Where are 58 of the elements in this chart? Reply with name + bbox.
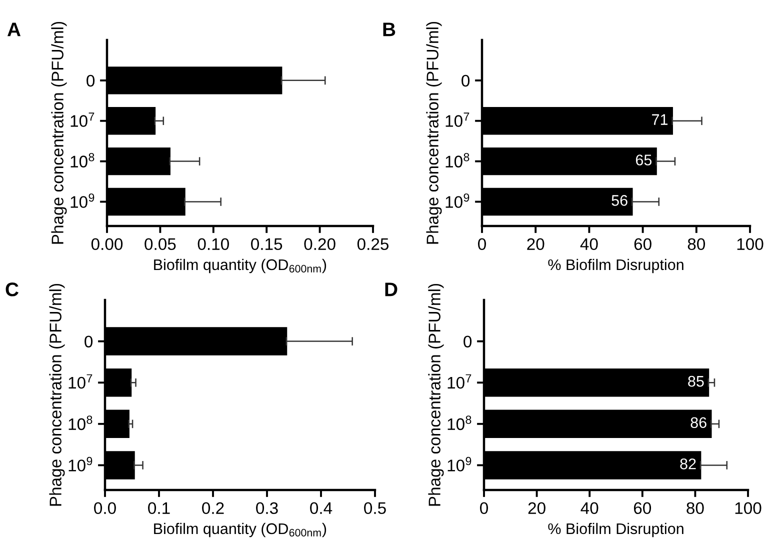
y-tick-label: 0 [86,74,95,87]
x-tick-label: 0 [478,238,486,250]
y-tick-label: 10$^{9}$ [448,456,472,472]
x-axis-title: Biofilm quantity (OD$_{600nm}$) [154,258,326,274]
y-tick-label: 0 [84,336,93,348]
x-tick-label: 60 [634,502,652,514]
x-tick-label: 0.3 [256,502,278,514]
data-label: 82 [680,458,696,470]
y-tick-label: 10$^{8}$ [68,416,92,430]
x-tick-label: 0.05 [144,238,176,250]
x-tick-label: 0.00 [91,238,123,250]
x-tick-label: 0.0 [94,502,116,514]
y-tick-label: 10$^{9}$ [446,193,470,208]
y-tick-label: 10$^{7}$ [70,112,94,127]
x-tick-label: 60 [634,238,652,250]
y-axis-title: Phage concentration (PFU/ml) [426,22,442,244]
y-tick-label: 10$^{9}$ [68,456,92,472]
x-tick-label: 80 [686,502,704,514]
y-tick-label: 0 [464,336,472,348]
chart-title: D [385,282,398,296]
x-tick-label: 0.2 [202,502,224,514]
x-tick-label: 40 [580,238,598,250]
y-tick-label: 10$^{8}$ [446,153,470,168]
x-tick-label: 0.5 [364,502,386,514]
data-label: 65 [636,154,652,166]
x-tick-label: 0.20 [304,238,336,250]
data-label: 71 [652,114,668,125]
x-tick-label: 0.4 [310,502,332,514]
x-axis-title: % Biofilm Disruption [548,258,684,274]
chart-title: A [7,22,21,36]
x-tick-label: 20 [528,502,546,514]
x-tick-label: 80 [688,238,706,250]
data-label: 56 [612,195,628,206]
x-tick-label: 0.15 [251,238,282,250]
chart-title: C [6,282,19,296]
chart-title: B [383,22,396,36]
y-tick-label: 10$^{8}$ [448,416,472,430]
data-label: 85 [688,376,704,387]
x-axis-title: Biofilm quantity (OD$_{600nm}$) [154,522,326,538]
data-label: 86 [690,417,706,428]
x-tick-label: 20 [527,238,544,250]
y-axis-title: Phage concentration (PFU/ml) [428,284,444,506]
x-tick-label: 0.1 [148,502,170,514]
x-tick-label: 100 [735,502,762,514]
y-tick-label: 10$^{8}$ [70,153,94,168]
x-tick-label: 0.25 [357,238,389,250]
y-axis-title: Phage concentration (PFU/ml) [51,22,67,244]
y-tick-label: 10$^{7}$ [446,112,470,127]
x-tick-label: 40 [580,502,598,514]
y-tick-label: 0 [462,74,470,87]
y-axis-title: Phage concentration (PFU/ml) [49,284,65,506]
y-tick-label: 10$^{7}$ [448,374,472,389]
y-tick-label: 10$^{9}$ [70,193,94,208]
x-axis-title: % Biofilm Disruption [548,522,684,538]
y-tick-label: 10$^{7}$ [68,374,92,389]
x-tick-label: 0.10 [198,238,229,250]
x-tick-label: 0 [480,502,488,514]
x-tick-label: 100 [737,238,764,250]
